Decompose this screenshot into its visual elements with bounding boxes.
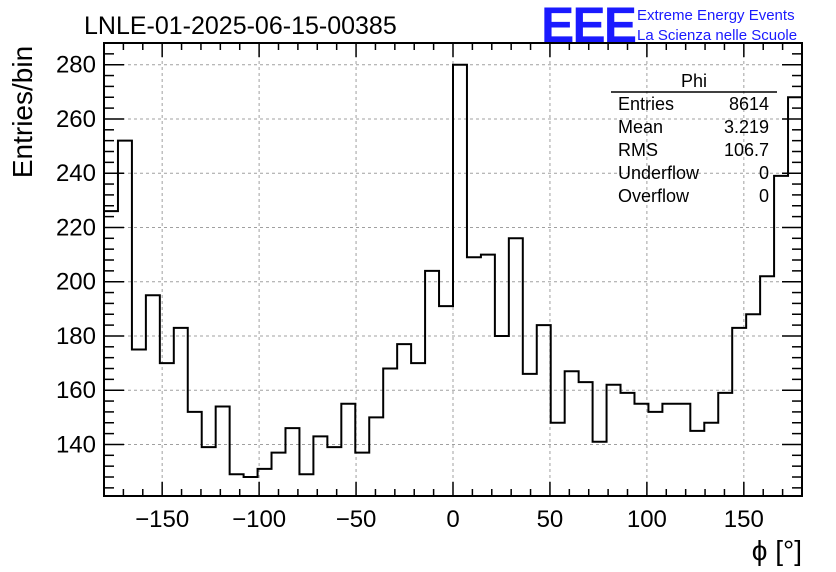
y-tick-label: 140 <box>56 431 96 458</box>
x-tick-label: −100 <box>232 506 286 533</box>
histogram-bin <box>579 382 593 496</box>
y-tick-label: 260 <box>56 106 96 133</box>
x-tick-label: −50 <box>336 506 377 533</box>
histogram-bin <box>383 369 397 496</box>
y-tick-label: 180 <box>56 323 96 350</box>
histogram-bin <box>718 393 732 496</box>
histogram-bin <box>425 271 439 496</box>
stats-value: 106.7 <box>724 140 769 160</box>
histogram-bin <box>216 406 230 496</box>
histogram-bin <box>341 404 355 496</box>
logo-line-1: Extreme Energy Events <box>637 7 795 24</box>
y-axis-title: Entries/bin <box>7 46 38 178</box>
histogram-bin <box>313 436 327 496</box>
histogram-bin <box>104 211 118 496</box>
histogram-bin <box>467 257 481 496</box>
histogram-bin <box>244 477 258 496</box>
histogram-bin <box>662 404 676 496</box>
histogram-bin <box>551 423 565 496</box>
histogram-bin <box>160 363 174 496</box>
histogram-bin <box>495 336 509 496</box>
y-tick-label: 160 <box>56 377 96 404</box>
stats-value: 8614 <box>729 94 769 114</box>
histogram-bin <box>509 238 523 496</box>
logo-mark: EEE <box>541 0 636 53</box>
x-tick-label: 50 <box>537 506 564 533</box>
histogram-bin <box>397 344 411 496</box>
stats-label: Underflow <box>618 163 700 183</box>
histogram-bin <box>523 374 537 496</box>
histogram-bin <box>132 350 146 496</box>
histogram-bin <box>355 453 369 496</box>
stats-label: Mean <box>618 117 663 137</box>
histogram-bin <box>439 306 453 496</box>
stats-label: Overflow <box>618 186 690 206</box>
stats-value: 0 <box>759 163 769 183</box>
histogram-bin <box>146 295 160 496</box>
histogram-bin <box>481 255 495 496</box>
histogram-bin <box>732 328 746 496</box>
histogram-bin <box>285 428 299 496</box>
histogram-bin <box>593 442 607 496</box>
stats-value: 3.219 <box>724 117 769 137</box>
histogram-bin <box>690 431 704 496</box>
histogram-bin <box>621 393 635 496</box>
histogram-bin <box>537 325 551 496</box>
histogram-bin <box>607 385 621 496</box>
histogram-bin <box>453 65 467 496</box>
y-tick-label: 240 <box>56 160 96 187</box>
stats-label: RMS <box>618 140 658 160</box>
histogram-bin <box>327 447 341 496</box>
histogram-bin <box>411 363 425 496</box>
histogram-bin <box>118 141 132 496</box>
y-tick-label: 220 <box>56 214 96 241</box>
histogram-bin <box>788 97 802 496</box>
histogram-bin <box>746 314 760 496</box>
eee-logo: EEE Extreme Energy Events La Scienza nel… <box>541 0 797 53</box>
x-tick-label: 0 <box>446 506 459 533</box>
histogram-bin <box>188 412 202 496</box>
histogram-bin <box>565 371 579 496</box>
x-tick-label: −150 <box>135 506 189 533</box>
histogram-bin <box>676 404 690 496</box>
stats-title: Phi <box>681 71 707 91</box>
histogram-bin <box>174 328 188 496</box>
histogram-bin <box>648 412 662 496</box>
chart-title: LNLE-01-2025-06-15-00385 <box>84 12 397 40</box>
logo-line-2: La Scienza nelle Scuole <box>637 27 797 44</box>
histogram-bin <box>299 474 313 496</box>
histogram-bins <box>104 65 802 496</box>
y-tick-label: 280 <box>56 52 96 79</box>
histogram-bin <box>230 474 244 496</box>
histogram-bin <box>202 447 216 496</box>
histogram-bin <box>760 276 774 496</box>
histogram-bin <box>369 417 383 496</box>
x-axis-title: ϕ [°] <box>752 535 802 566</box>
x-tick-label: 100 <box>627 506 667 533</box>
stats-value: 0 <box>759 186 769 206</box>
histogram-bin <box>704 423 718 496</box>
y-tick-label: 200 <box>56 269 96 296</box>
histogram-line <box>104 63 802 479</box>
stats-rows: Entries 8614 Mean 3.219 RMS 106.7 Underflow 0 Ov… <box>618 94 769 206</box>
stats-label: Entries <box>618 94 674 114</box>
axis-ticks: −150 −100 −50 0 50 100 150 140 160 180 200 220 240 26… <box>56 42 802 533</box>
x-tick-label: 150 <box>724 506 764 533</box>
stats-box: Phi Entries 8614 Mean 3.219 RMS 106.7 Underflo… <box>611 71 777 206</box>
